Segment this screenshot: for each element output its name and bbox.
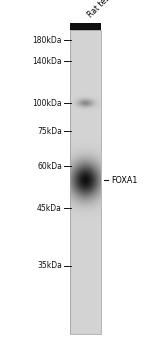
Text: 100kDa: 100kDa <box>32 99 62 108</box>
Text: 180kDa: 180kDa <box>32 36 62 45</box>
Text: 45kDa: 45kDa <box>37 204 62 213</box>
Text: Rat testis: Rat testis <box>86 0 118 19</box>
Text: 35kDa: 35kDa <box>37 261 62 271</box>
Text: 75kDa: 75kDa <box>37 127 62 136</box>
Text: 140kDa: 140kDa <box>32 57 62 66</box>
Text: 60kDa: 60kDa <box>37 162 62 171</box>
Bar <box>70 23 101 30</box>
Text: FOXA1: FOXA1 <box>111 176 137 185</box>
Bar <box>70 30 101 334</box>
